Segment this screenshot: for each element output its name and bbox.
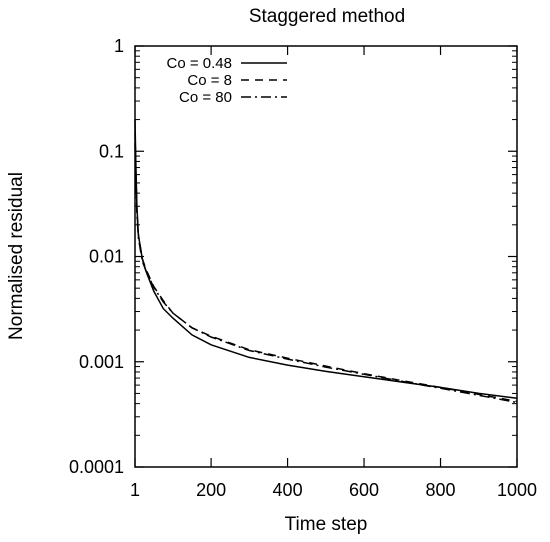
series-line-1 [134, 119, 518, 399]
series-line-2 [134, 132, 518, 403]
y-tick-label: 1 [114, 36, 124, 56]
x-tick-label: 600 [349, 480, 379, 500]
x-tick-label: 1 [130, 480, 140, 500]
y-tick-label: 0.01 [89, 247, 124, 267]
legend-label: Co = 80 [179, 89, 232, 106]
x-axis-label: Time step [285, 514, 368, 535]
legend-label: Co = 8 [187, 72, 232, 89]
plot-frame [134, 45, 518, 468]
y-tick-label: 0.0001 [69, 457, 124, 477]
y-tick-label: 0.001 [79, 352, 124, 372]
series-lines [134, 119, 518, 404]
x-tick-label: 200 [196, 480, 226, 500]
x-tick-label: 1000 [497, 480, 537, 500]
chart-title: Staggered method [249, 6, 405, 27]
axis-ticks [134, 45, 518, 468]
x-tick-label: 800 [426, 480, 456, 500]
y-tick-label: 0.1 [99, 141, 124, 161]
x-tick-label: 400 [273, 480, 303, 500]
series-line-3 [134, 142, 518, 404]
y-axis-label: Normalised residual [6, 172, 27, 340]
tick-labels: 1 200 400 600 800 1000 1 0.1 0.01 0.001 0.0001 [69, 36, 537, 500]
legend-label: Co = 0.48 [167, 55, 232, 72]
